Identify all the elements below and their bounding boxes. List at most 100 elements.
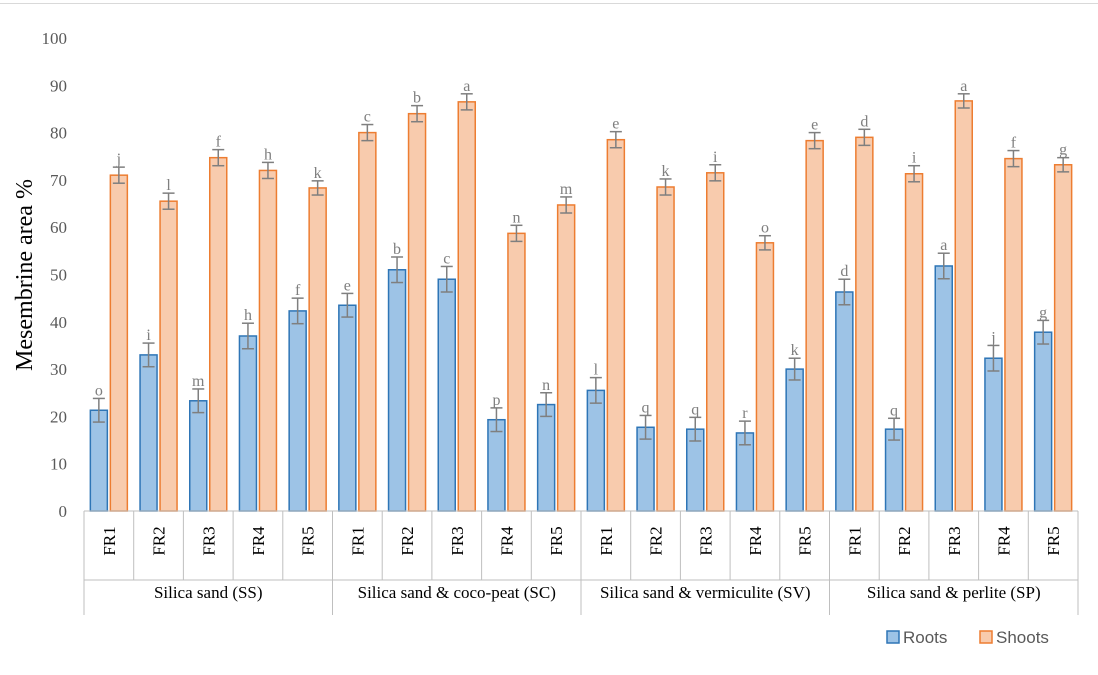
category-label: FR1 — [845, 526, 864, 555]
significance-label: e — [811, 117, 818, 134]
bar-shoots — [507, 232, 526, 512]
y-axis-label: Mesembrine area % — [12, 179, 38, 371]
bar-roots — [884, 428, 904, 512]
y-tick-label: 70 — [50, 171, 67, 190]
bar-roots — [785, 368, 804, 512]
legend-swatch-shoots — [979, 630, 993, 644]
significance-label: a — [960, 78, 967, 95]
bar-shoots — [656, 186, 675, 512]
significance-label: n — [512, 209, 520, 226]
significance-label: g — [1039, 304, 1047, 321]
significance-label: c — [443, 250, 450, 267]
x-axis: FR1 FR2 FR3 FR4 FR5 FR1 FR2 FR3 FR4 FR5 FR1 FR2 FR3 F… — [83, 510, 1079, 615]
bar-roots — [139, 354, 158, 512]
category-label: FR4 — [249, 526, 268, 556]
group-label: Silica sand & vermiculite (SV) — [600, 583, 811, 602]
bar-roots — [934, 265, 953, 512]
bar-roots — [238, 335, 258, 512]
bar-shoots — [556, 204, 576, 512]
category-label: FR2 — [895, 526, 914, 555]
significance-label: i — [713, 149, 718, 166]
significance-label: i — [146, 327, 151, 344]
bar-roots — [536, 403, 556, 512]
category-label: FR4 — [994, 526, 1013, 556]
y-tick-label: 100 — [42, 29, 68, 48]
significance-label: h — [264, 146, 272, 163]
significance-label: h — [244, 307, 252, 324]
bar-roots — [586, 389, 606, 512]
significance-label: f — [1011, 135, 1017, 152]
y-tick-label: 0 — [59, 502, 68, 521]
significance-label: p — [492, 392, 500, 409]
significance-label: d — [840, 263, 848, 280]
bar-roots — [89, 409, 109, 512]
significance-label: b — [413, 90, 421, 107]
significance-label: o — [761, 220, 769, 237]
significance-label: m — [192, 373, 205, 390]
category-label: FR4 — [746, 526, 765, 556]
significance-label: a — [463, 78, 470, 95]
bars — [89, 93, 1073, 512]
bar-shoots — [407, 112, 427, 512]
significance-label: i — [912, 150, 917, 167]
y-axis-ticks: 0 10 20 30 40 50 60 70 80 90 100 — [42, 29, 68, 521]
significance-label: r — [742, 405, 748, 422]
significance-label: n — [542, 377, 550, 394]
bar-roots — [338, 304, 357, 512]
bar-shoots — [706, 172, 725, 512]
category-label: FR3 — [448, 526, 467, 555]
group-label: Silica sand & perlite (SP) — [867, 583, 1041, 602]
significance-label: c — [364, 109, 371, 126]
significance-label: e — [612, 116, 619, 133]
legend-label-roots: Roots — [903, 628, 947, 647]
group-label: Silica sand & coco-peat (SC) — [358, 583, 556, 602]
bar-shoots — [457, 101, 476, 512]
significance-label: m — [560, 181, 573, 198]
significance-label: f — [216, 134, 222, 151]
significance-label: g — [1059, 142, 1067, 159]
bar-roots — [189, 400, 208, 512]
bar-roots — [1033, 331, 1053, 512]
category-label: FR5 — [299, 526, 318, 555]
significance-label: q — [691, 401, 699, 418]
category-label: FR5 — [1044, 526, 1063, 555]
significance-label: q — [890, 402, 898, 419]
category-label: FR3 — [945, 526, 964, 555]
significance-label: f — [295, 282, 301, 299]
significance-label: k — [662, 163, 670, 180]
category-label: FR3 — [696, 526, 715, 555]
significance-label: o — [95, 382, 103, 399]
bar-shoots — [159, 200, 178, 512]
y-tick-label: 60 — [50, 218, 67, 237]
bar-roots — [437, 278, 456, 512]
y-tick-label: 50 — [50, 266, 67, 285]
category-label: FR2 — [647, 526, 666, 555]
significance-label: l — [594, 362, 599, 379]
significance-label: b — [393, 241, 401, 258]
category-label: FR5 — [796, 526, 815, 555]
significance-label: k — [791, 342, 799, 359]
significance-label: k — [314, 165, 322, 182]
category-label: FR3 — [199, 526, 218, 555]
bar-shoots — [209, 156, 228, 512]
significance-label: e — [344, 277, 351, 294]
bar-shoots — [358, 131, 377, 512]
category-label: FR2 — [150, 526, 169, 555]
category-label: FR1 — [597, 526, 616, 555]
bar-shoots — [308, 187, 327, 512]
legend-swatch-roots — [886, 630, 900, 644]
bar-shoots — [109, 174, 129, 512]
category-label: FR2 — [398, 526, 417, 555]
y-tick-label: 10 — [50, 455, 67, 474]
bar-shoots — [1004, 157, 1023, 512]
bar-roots — [984, 357, 1003, 512]
y-tick-label: 40 — [50, 313, 67, 332]
legend: Roots Shoots — [886, 628, 1049, 647]
category-label: FR5 — [547, 526, 566, 555]
group-label: Silica sand (SS) — [154, 583, 263, 602]
bar-roots — [288, 310, 307, 512]
significance-labels: o j i l m f h h f k e c b b c a p n n m l e q k q i r o k e d d q i a a j f g g — [95, 78, 1067, 422]
bar-shoots — [855, 136, 874, 512]
significance-label: q — [642, 399, 650, 416]
